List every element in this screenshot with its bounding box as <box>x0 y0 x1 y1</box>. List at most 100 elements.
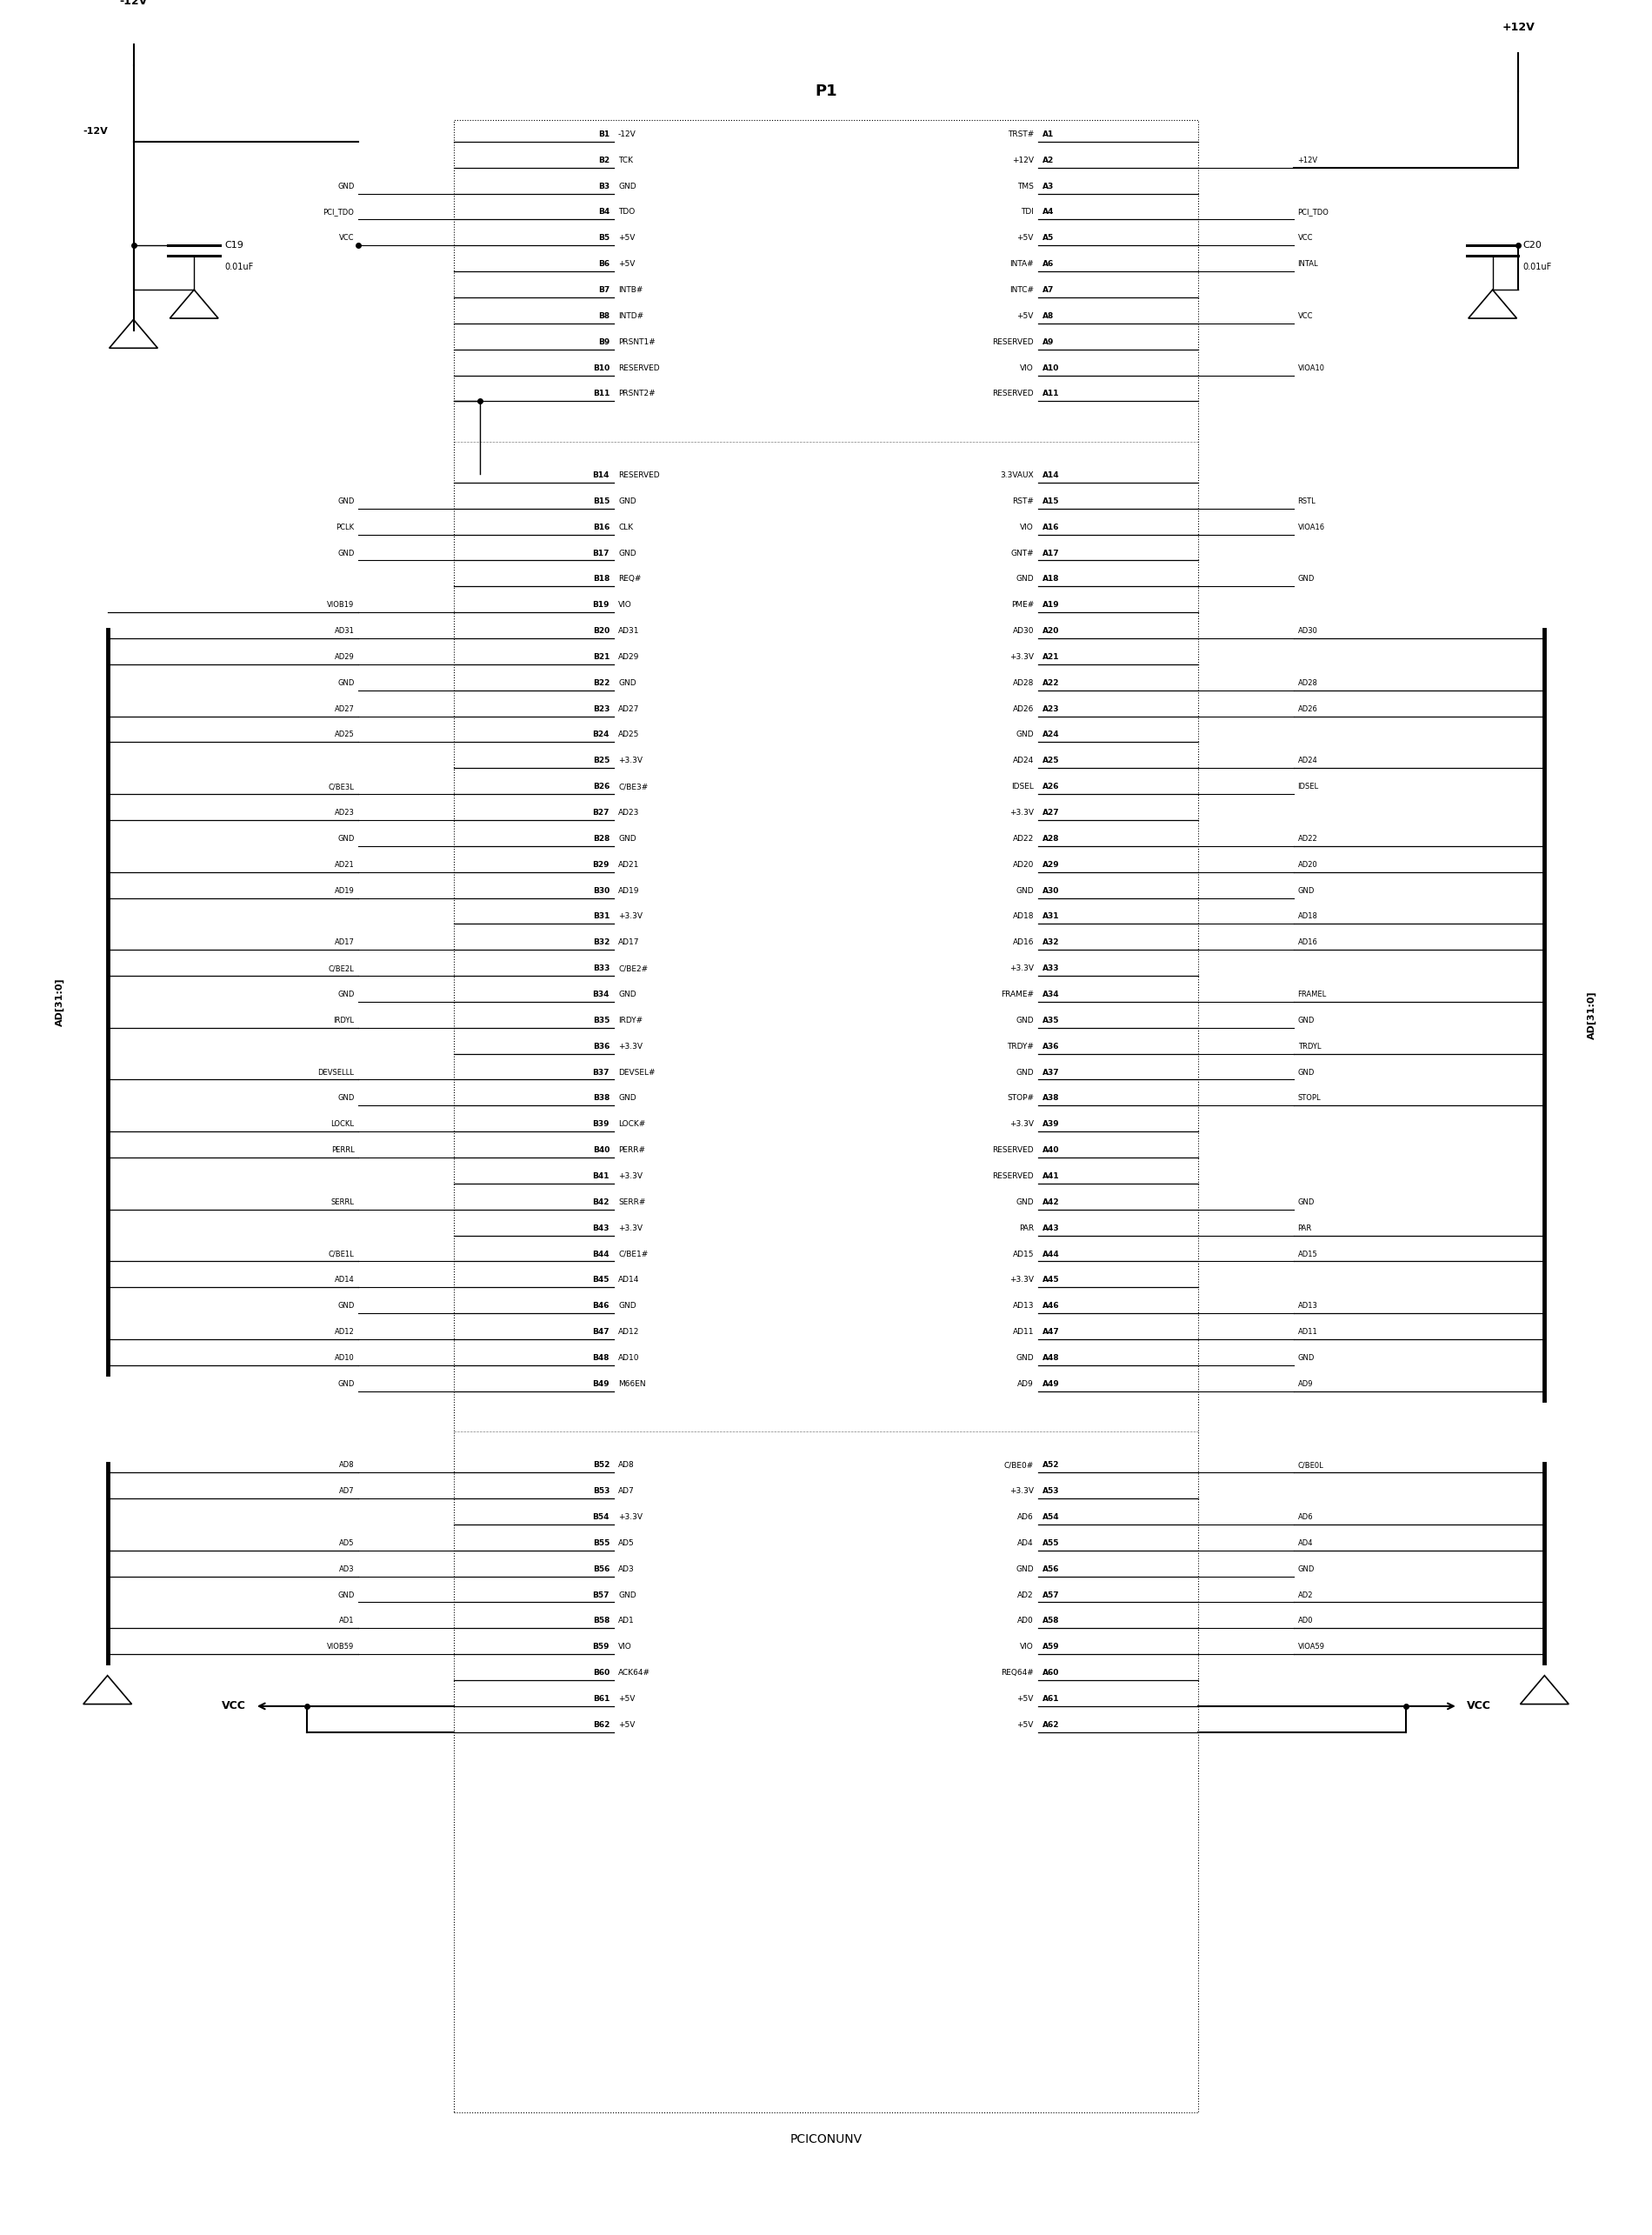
Text: INTAL: INTAL <box>1298 259 1318 268</box>
Text: AD13: AD13 <box>1013 1303 1034 1310</box>
Text: A44: A44 <box>1042 1249 1059 1258</box>
Text: C/BE1L: C/BE1L <box>329 1249 354 1258</box>
Text: AD2: AD2 <box>1298 1591 1313 1598</box>
Text: GND: GND <box>618 990 636 999</box>
Text: PRSNT2#: PRSNT2# <box>618 389 656 398</box>
Text: STOPL: STOPL <box>1298 1095 1322 1102</box>
Text: TRDY#: TRDY# <box>1008 1042 1034 1050</box>
Text: B45: B45 <box>593 1276 610 1283</box>
Text: A20: A20 <box>1042 628 1059 635</box>
Text: M66EN: M66EN <box>618 1379 646 1388</box>
Text: A10: A10 <box>1042 364 1059 371</box>
Text: A48: A48 <box>1042 1354 1059 1361</box>
Text: GND: GND <box>337 990 354 999</box>
Text: A17: A17 <box>1042 550 1059 557</box>
Text: GND: GND <box>337 679 354 686</box>
Text: TMS: TMS <box>1018 183 1034 190</box>
Text: A60: A60 <box>1042 1670 1059 1676</box>
Text: GNT#: GNT# <box>1011 550 1034 557</box>
Text: GND: GND <box>618 679 636 686</box>
Text: LOCKL: LOCKL <box>330 1120 354 1129</box>
Text: VIO: VIO <box>1019 1643 1034 1652</box>
Text: A31: A31 <box>1042 912 1059 921</box>
Text: AD10: AD10 <box>334 1354 354 1361</box>
Text: AD23: AD23 <box>618 809 639 816</box>
Text: A57: A57 <box>1042 1591 1059 1598</box>
Text: B30: B30 <box>593 887 610 894</box>
Text: GND: GND <box>1298 1198 1315 1207</box>
Text: B59: B59 <box>593 1643 610 1652</box>
Text: A9: A9 <box>1042 337 1054 346</box>
Text: B28: B28 <box>593 836 610 843</box>
Text: B22: B22 <box>593 679 610 686</box>
Text: AD28: AD28 <box>1013 679 1034 686</box>
Text: REQ64#: REQ64# <box>1001 1670 1034 1676</box>
Text: +12V: +12V <box>1013 156 1034 163</box>
Text: VIO: VIO <box>618 1643 633 1652</box>
Text: B32: B32 <box>593 939 610 945</box>
Text: LOCK#: LOCK# <box>618 1120 646 1129</box>
Text: +3.3V: +3.3V <box>618 1225 643 1231</box>
Text: VIOB19: VIOB19 <box>327 601 354 608</box>
Text: A42: A42 <box>1042 1198 1059 1207</box>
Text: AD30: AD30 <box>1298 628 1318 635</box>
Text: PERRL: PERRL <box>330 1147 354 1153</box>
Text: C/BE0L: C/BE0L <box>1298 1462 1323 1468</box>
Text: B62: B62 <box>593 1721 610 1728</box>
Text: AD15: AD15 <box>1298 1249 1318 1258</box>
Text: B52: B52 <box>593 1462 610 1468</box>
Text: B58: B58 <box>593 1618 610 1625</box>
Text: AD14: AD14 <box>334 1276 354 1283</box>
Text: GND: GND <box>1298 1017 1315 1024</box>
Text: A36: A36 <box>1042 1042 1059 1050</box>
Text: GND: GND <box>618 1303 636 1310</box>
Text: A2: A2 <box>1042 156 1054 163</box>
Text: B26: B26 <box>593 782 610 791</box>
Text: A4: A4 <box>1042 208 1054 217</box>
Text: AD11: AD11 <box>1298 1328 1318 1337</box>
Text: AD11: AD11 <box>1013 1328 1034 1337</box>
Text: REQ#: REQ# <box>618 574 641 583</box>
Text: B5: B5 <box>598 235 610 241</box>
Text: B44: B44 <box>593 1249 610 1258</box>
Text: AD27: AD27 <box>334 704 354 713</box>
Text: B6: B6 <box>598 259 610 268</box>
Text: +3.3V: +3.3V <box>1009 1486 1034 1495</box>
Text: DEVSEL#: DEVSEL# <box>618 1068 656 1077</box>
Text: GND: GND <box>1016 731 1034 740</box>
Text: B7: B7 <box>598 286 610 295</box>
Text: GND: GND <box>618 1095 636 1102</box>
Text: AD7: AD7 <box>339 1486 354 1495</box>
Text: FRAMEL: FRAMEL <box>1298 990 1327 999</box>
Text: 3.3VAUX: 3.3VAUX <box>999 472 1034 478</box>
Text: AD12: AD12 <box>334 1328 354 1337</box>
Text: AD18: AD18 <box>1013 912 1034 921</box>
Text: ACK64#: ACK64# <box>618 1670 651 1676</box>
Text: B57: B57 <box>593 1591 610 1598</box>
Text: AD1: AD1 <box>339 1618 354 1625</box>
Text: A40: A40 <box>1042 1147 1059 1153</box>
Text: GND: GND <box>1016 1354 1034 1361</box>
Text: A61: A61 <box>1042 1694 1059 1703</box>
Text: PAR: PAR <box>1298 1225 1312 1231</box>
Text: PRSNT1#: PRSNT1# <box>618 337 656 346</box>
Text: RESERVED: RESERVED <box>993 1173 1034 1180</box>
Text: A27: A27 <box>1042 809 1059 816</box>
Text: C19: C19 <box>225 241 243 250</box>
Text: B11: B11 <box>593 389 610 398</box>
Text: GND: GND <box>1298 1354 1315 1361</box>
Text: A41: A41 <box>1042 1173 1059 1180</box>
Text: TRDYL: TRDYL <box>1298 1042 1322 1050</box>
Text: A46: A46 <box>1042 1303 1059 1310</box>
Text: AD12: AD12 <box>618 1328 639 1337</box>
Text: +5V: +5V <box>618 1694 634 1703</box>
Text: B60: B60 <box>593 1670 610 1676</box>
Text: B35: B35 <box>593 1017 610 1024</box>
Text: B36: B36 <box>593 1042 610 1050</box>
Text: GND: GND <box>337 1095 354 1102</box>
Text: AD21: AD21 <box>334 860 354 869</box>
Text: TRST#: TRST# <box>1008 130 1034 139</box>
Text: B3: B3 <box>598 183 610 190</box>
Text: A25: A25 <box>1042 758 1059 764</box>
Text: AD21: AD21 <box>618 860 639 869</box>
